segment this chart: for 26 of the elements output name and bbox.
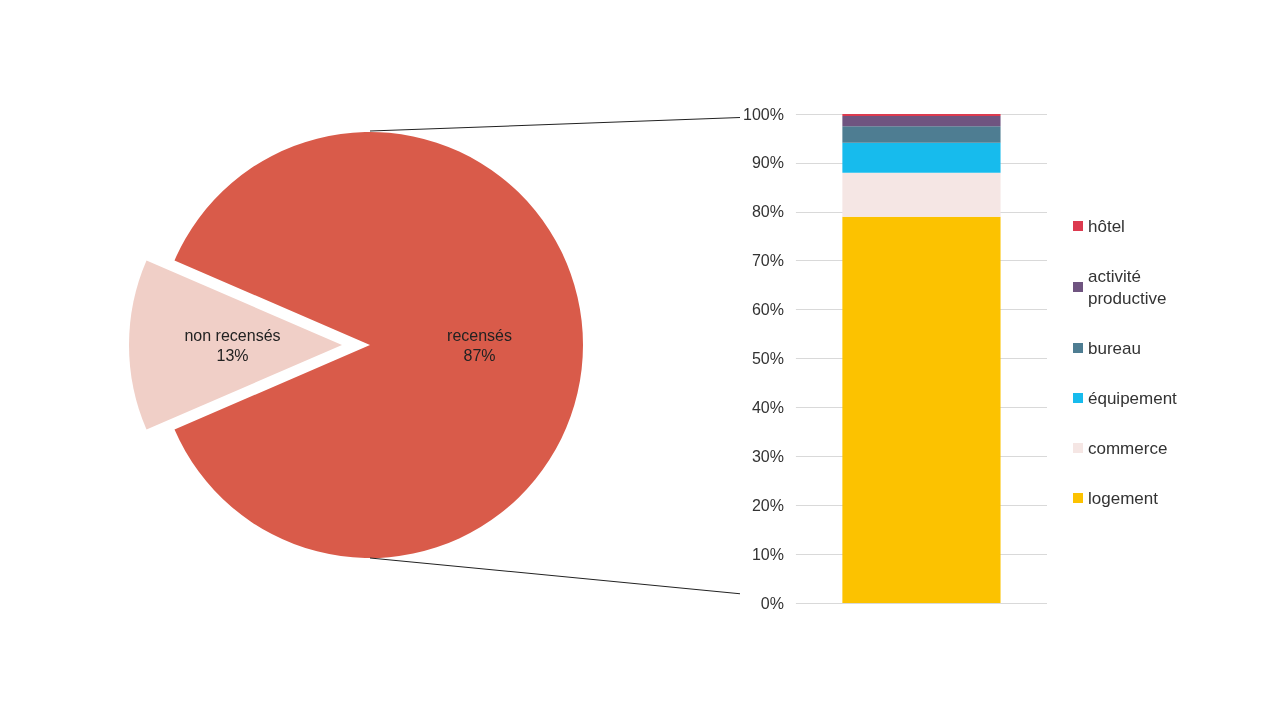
y-tick-label: 80% — [751, 203, 784, 221]
legend-label: hôtel — [1088, 216, 1125, 236]
y-tick-label: 10% — [751, 545, 784, 563]
bar — [842, 172, 1001, 217]
y-tick-label: 0% — [760, 594, 784, 612]
legend-label: équipement — [1088, 388, 1178, 408]
bar — [842, 142, 1001, 173]
y-tick-label: 60% — [751, 301, 784, 319]
legend-label: commerce — [1088, 438, 1168, 458]
bar — [842, 126, 1001, 143]
y-tick-label: 70% — [751, 252, 784, 270]
data-label: 87% — [463, 346, 496, 364]
legend-label: activité productive — [1088, 266, 1167, 308]
bar — [842, 115, 1001, 127]
y-tick-label: 100% — [743, 105, 784, 123]
legend-label: logement — [1088, 488, 1159, 508]
legend-label: bureau — [1088, 338, 1141, 358]
y-tick-label: 50% — [751, 350, 784, 367]
bar — [842, 216, 1001, 603]
y-tick-label: 40% — [751, 398, 784, 416]
y-tick-label: 30% — [751, 447, 784, 465]
y-tick-label: 20% — [751, 496, 784, 514]
slice-label: non recensés — [184, 326, 281, 344]
y-tick-label: 90% — [751, 154, 784, 172]
slice-label: recensés — [447, 326, 512, 344]
data-label: 13% — [216, 346, 249, 364]
